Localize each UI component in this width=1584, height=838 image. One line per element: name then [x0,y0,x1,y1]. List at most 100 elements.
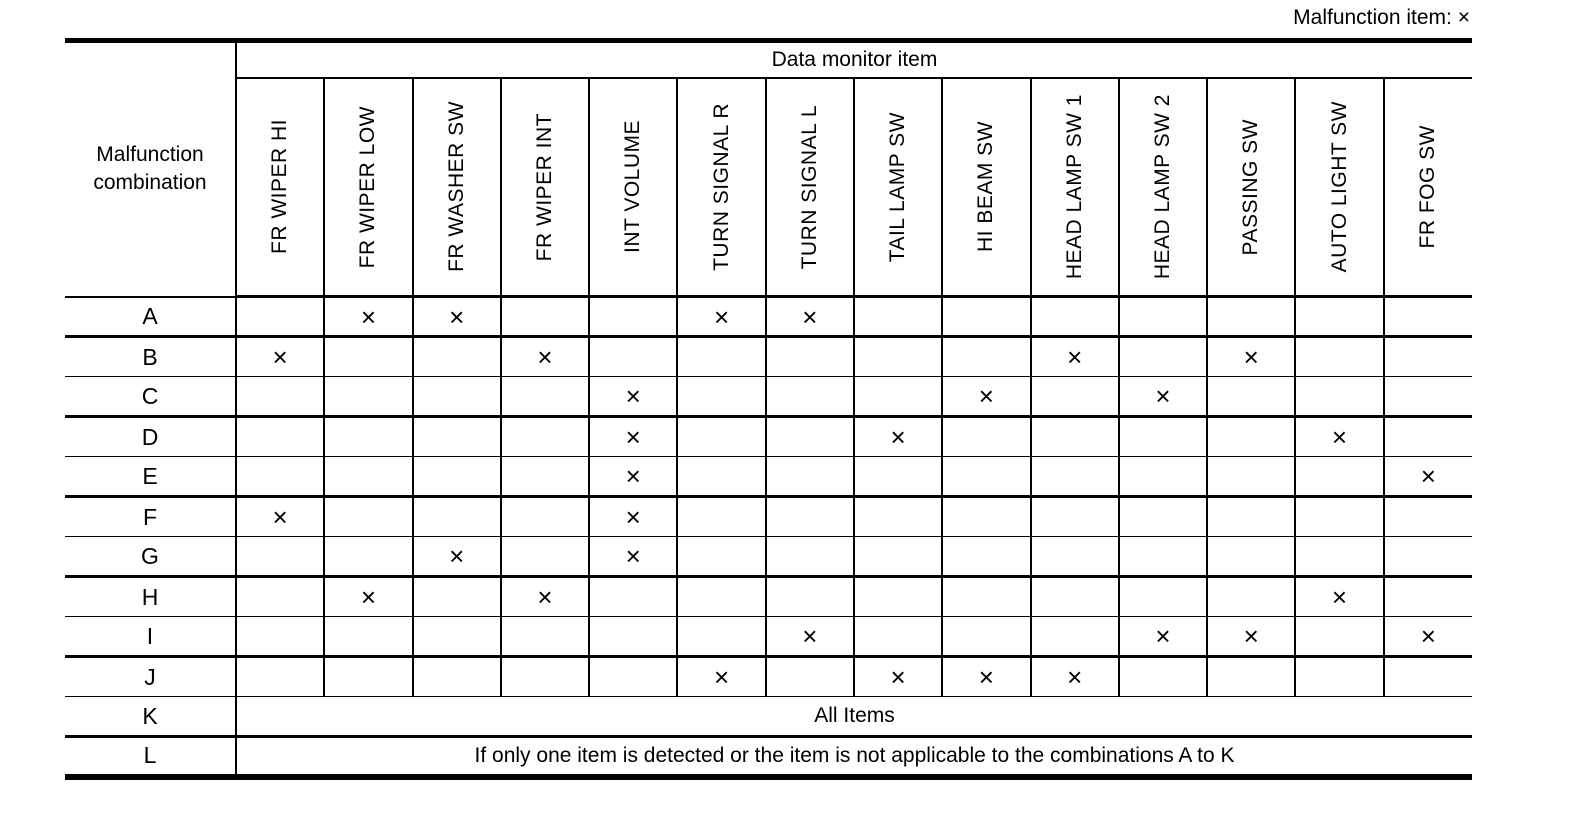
empty-cell [764,576,854,617]
empty-cell [1206,416,1296,457]
column-header-label: FR WIPER INT [532,112,556,261]
empty-cell [941,336,1031,377]
empty-cell [234,616,325,658]
empty-cell [1117,576,1208,617]
column-header-label: TURN SIGNAL R [709,102,733,271]
empty-cell [499,416,590,457]
empty-cell [1382,376,1472,418]
empty-cell [1029,576,1119,617]
row-label: L [143,742,157,769]
empty-cell [499,536,590,578]
empty-cell [1382,656,1472,697]
empty-cell [941,296,1031,338]
empty-cell [411,456,501,498]
empty-cell [676,576,766,617]
table-row-e: E × × [65,456,1472,498]
empty-cell [1382,576,1472,617]
column-header-label: HEAD LAMP SW 2 [1150,94,1174,280]
row-label: K [65,696,236,738]
malfunction-mark-cell: × [676,656,766,697]
column-header-turn-signal-l: TURN SIGNAL L [764,77,854,298]
empty-cell [499,496,590,537]
column-header-fr-wiper-int: FR WIPER INT [499,77,590,298]
malfunction-mark-cell: × [941,376,1031,418]
empty-cell [1029,616,1119,658]
empty-cell [323,536,413,578]
corner-label: Malfunction combination [65,40,236,298]
empty-cell [323,496,413,537]
column-header-label: FR WIPER LOW [356,105,380,268]
row-label: J [65,656,236,697]
column-header-label: TAIL LAMP SW [886,111,910,262]
empty-cell [1206,376,1296,418]
table-row-f: F × × [65,496,1472,537]
malfunction-mark-cell: × [1382,616,1472,658]
empty-cell [411,616,501,658]
column-header-head-lamp-sw-1: HEAD LAMP SW 1 [1029,77,1119,298]
empty-cell [1206,456,1296,498]
row-label: G [65,536,236,578]
empty-cell [1294,496,1384,537]
empty-cell [234,656,325,697]
empty-cell [1117,496,1208,537]
empty-cell [234,576,325,617]
malfunction-mark-cell: × [1117,376,1208,418]
empty-cell [676,456,766,498]
empty-cell [676,496,766,537]
column-header-fr-washer-sw: FR WASHER SW [411,77,501,298]
malfunction-mark-cell: × [411,536,501,578]
column-header-passing-sw: PASSING SW [1206,77,1296,298]
empty-cell [411,376,501,418]
empty-cell [1029,496,1119,537]
column-header-label: FR WASHER SW [444,101,468,273]
malfunction-mark-cell: × [499,336,590,377]
empty-cell [1294,336,1384,377]
empty-cell [588,296,678,338]
empty-cell [941,576,1031,617]
malfunction-item-legend: Malfunction item: × [1293,6,1470,29]
column-header-label: FR WIPER HI [268,119,292,255]
malfunction-mark-cell: × [323,296,413,338]
empty-cell [499,376,590,418]
empty-cell [1294,536,1384,578]
table-row-i: I × × × × [65,616,1472,658]
empty-cell [323,616,413,658]
empty-cell [764,536,854,578]
malfunction-mark-cell: × [941,656,1031,697]
malfunction-mark-cell: × [588,416,678,457]
empty-cell [852,616,943,658]
empty-cell [1029,416,1119,457]
column-header-fr-wiper-low: FR WIPER LOW [323,77,413,298]
column-header-int-volume: INT VOLUME [588,77,678,298]
empty-cell [588,656,678,697]
column-header-tail-lamp-sw: TAIL LAMP SW [852,77,943,298]
column-header-label: AUTO LIGHT SW [1327,101,1351,273]
malfunction-mark-cell: × [499,576,590,617]
empty-cell [1117,296,1208,338]
table-row-c: C × × × [65,376,1472,418]
empty-cell [499,296,590,338]
empty-cell [411,416,501,457]
table-row-l: L If only one item is detected or the ite… [65,736,1472,777]
column-header-auto-light-sw: AUTO LIGHT SW [1294,77,1384,298]
row-label: D [65,416,236,457]
empty-cell [323,416,413,457]
column-header-label: FR FOG SW [1416,125,1440,249]
table-row-j: J × × × × [65,656,1472,697]
malfunction-mark-cell: × [1029,656,1119,697]
empty-cell [1206,576,1296,617]
table-row-a: A × × × × [65,296,1472,338]
empty-cell [676,616,766,658]
column-header-head-lamp-sw-2: HEAD LAMP SW 2 [1117,77,1208,298]
malfunction-mark-cell: × [764,296,854,338]
empty-cell [941,616,1031,658]
empty-cell [234,416,325,457]
empty-cell [676,536,766,578]
empty-cell [764,416,854,457]
column-header-label: PASSING SW [1239,118,1263,255]
column-header-label: INT VOLUME [621,120,645,254]
empty-cell [1117,416,1208,457]
empty-cell [676,416,766,457]
empty-cell [941,496,1031,537]
